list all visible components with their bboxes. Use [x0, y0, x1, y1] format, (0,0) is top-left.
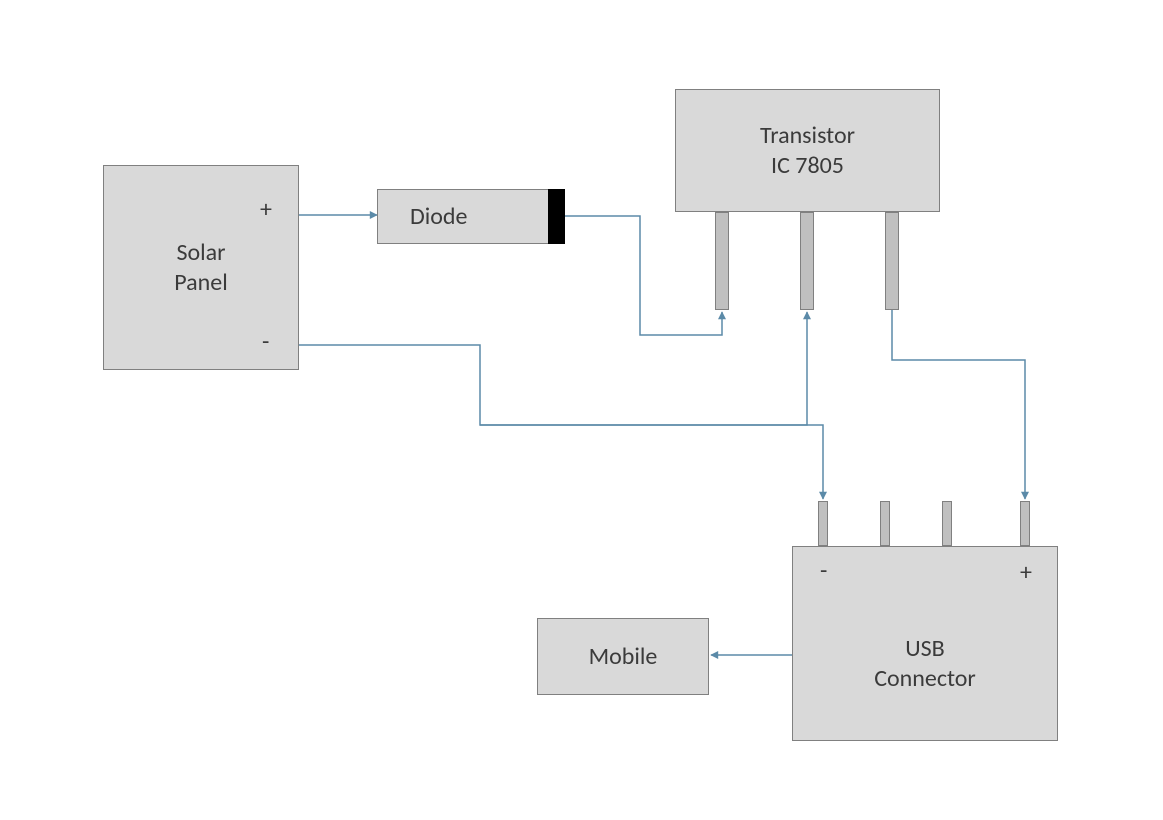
transistor-label: Transistor IC 7805 [760, 121, 855, 181]
diagram-stage: Solar Panel + - Diode Transistor IC 7805… [0, 0, 1163, 820]
transistor-pin-3 [885, 212, 899, 310]
transistor-pin-1 [715, 212, 729, 310]
solar-panel-plus-label: + [260, 195, 272, 224]
usb-connector-label: USB Connector [874, 634, 976, 694]
diode-box: Diode [377, 189, 565, 244]
diode-band [548, 189, 565, 244]
usb-minus-label: - [820, 556, 827, 585]
solar-panel-minus-label: - [262, 327, 269, 356]
transistor-box: Transistor IC 7805 [675, 89, 940, 212]
usb-pin-3 [942, 501, 952, 546]
usb-plus-label: + [1020, 558, 1032, 587]
usb-pin-1 [818, 501, 828, 546]
wire-solar-minus-branch-to-usb-pin1 [480, 425, 823, 499]
wire-solar-minus-to-transistor-pin2 [299, 312, 807, 425]
wire-transistor-pin3-to-usb-pin4 [892, 310, 1025, 499]
mobile-label: Mobile [589, 642, 658, 672]
mobile-box: Mobile [537, 618, 709, 695]
diode-label: Diode [410, 202, 467, 232]
wire-diode-to-transistor-pin1 [565, 216, 722, 335]
transistor-pin-2 [800, 212, 814, 310]
usb-connector-box: USB Connector [792, 546, 1058, 741]
usb-pin-2 [880, 501, 890, 546]
solar-panel-label: Solar Panel [174, 238, 227, 298]
usb-pin-4 [1020, 501, 1030, 546]
